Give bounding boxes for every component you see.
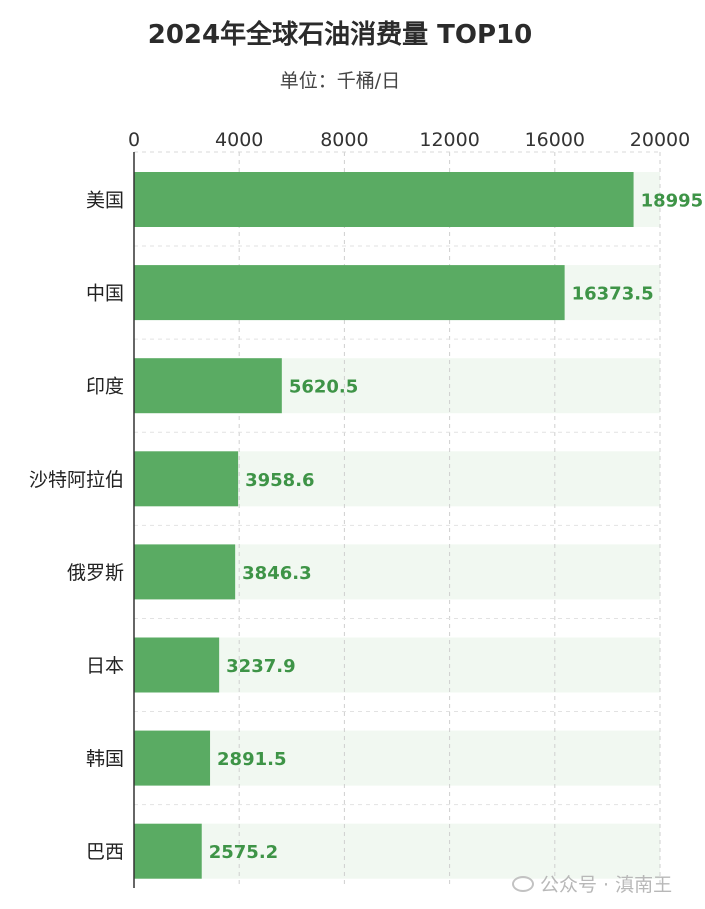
value-label: 18995 (641, 191, 704, 212)
value-label: 16373.5 (572, 284, 654, 305)
watermark-text: 公众号 · 滇南王 (540, 874, 673, 896)
category-label: 沙特阿拉伯 (29, 469, 124, 491)
x-tick-label: 0 (128, 129, 140, 151)
x-tick-label: 16000 (525, 129, 585, 151)
value-labels: 18995 16373.5 5620.5 3958.6 3846.3 3237.9 2891… (209, 191, 703, 864)
bar-6 (134, 637, 220, 693)
value-label: 5620.5 (289, 377, 358, 398)
value-label: 3237.9 (226, 656, 295, 677)
category-label: 美国 (86, 190, 124, 212)
bar-4 (134, 451, 239, 507)
category-label: 日本 (86, 655, 124, 677)
bar-8 (134, 823, 202, 879)
bars (134, 172, 634, 879)
bar-3 (134, 358, 282, 414)
value-label: 2575.2 (209, 842, 278, 863)
category-label: 中国 (86, 283, 124, 305)
bar-2 (134, 265, 565, 321)
category-label: 印度 (86, 376, 124, 398)
x-tick-label: 20000 (630, 129, 690, 151)
watermark: 公众号 · 滇南王 (512, 870, 672, 897)
row-band (134, 637, 660, 693)
chart-title: 2024年全球石油消费量 TOP10 (147, 20, 533, 50)
bar-1 (134, 172, 634, 227)
wechat-icon (512, 875, 534, 892)
x-tick-label: 8000 (320, 129, 368, 151)
row-band (134, 730, 660, 786)
chart-subtitle: 单位：千桶/日 (279, 70, 401, 92)
value-label: 2891.5 (217, 749, 286, 770)
value-label: 3846.3 (242, 563, 311, 584)
x-tick-labels: 0 4000 8000 12000 16000 20000 (128, 129, 690, 151)
value-label: 3958.6 (245, 470, 314, 491)
row-band (134, 823, 660, 879)
category-label: 韩国 (86, 748, 124, 770)
x-tick-label: 4000 (215, 129, 263, 151)
category-label: 俄罗斯 (67, 562, 124, 584)
category-label: 巴西 (86, 841, 124, 863)
bar-5 (134, 544, 236, 600)
bar-7 (134, 730, 211, 786)
x-tick-label: 12000 (419, 129, 479, 151)
